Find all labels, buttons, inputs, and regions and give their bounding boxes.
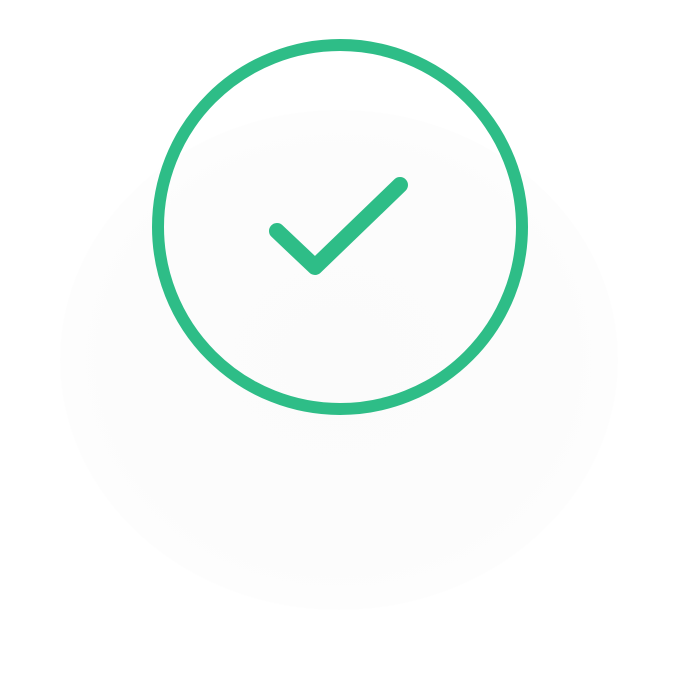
checkmark-icon [269,177,408,275]
background-halo [60,110,618,610]
success-ring [152,39,528,415]
